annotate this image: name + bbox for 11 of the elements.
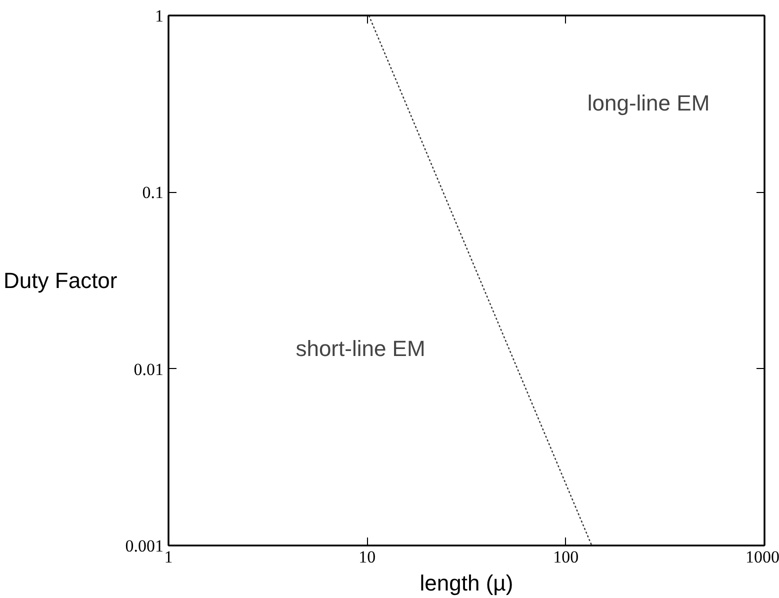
y-tick-label: 1 <box>155 6 164 26</box>
x-tick-label: 10 <box>358 548 376 566</box>
x-tick-label: 100 <box>553 548 579 566</box>
y-tick-label: 0.1 <box>142 183 164 202</box>
annotation: long-line EM <box>587 90 710 116</box>
y-tick-label: 0.001 <box>125 536 164 556</box>
x-tick-label: 1000 <box>746 548 779 566</box>
y-tick-label: 0.01 <box>134 360 164 379</box>
x-axis-title: length (µ) <box>420 570 514 596</box>
y-axis-title: Duty Factor <box>4 268 118 293</box>
annotation: short-line EM <box>296 336 426 361</box>
